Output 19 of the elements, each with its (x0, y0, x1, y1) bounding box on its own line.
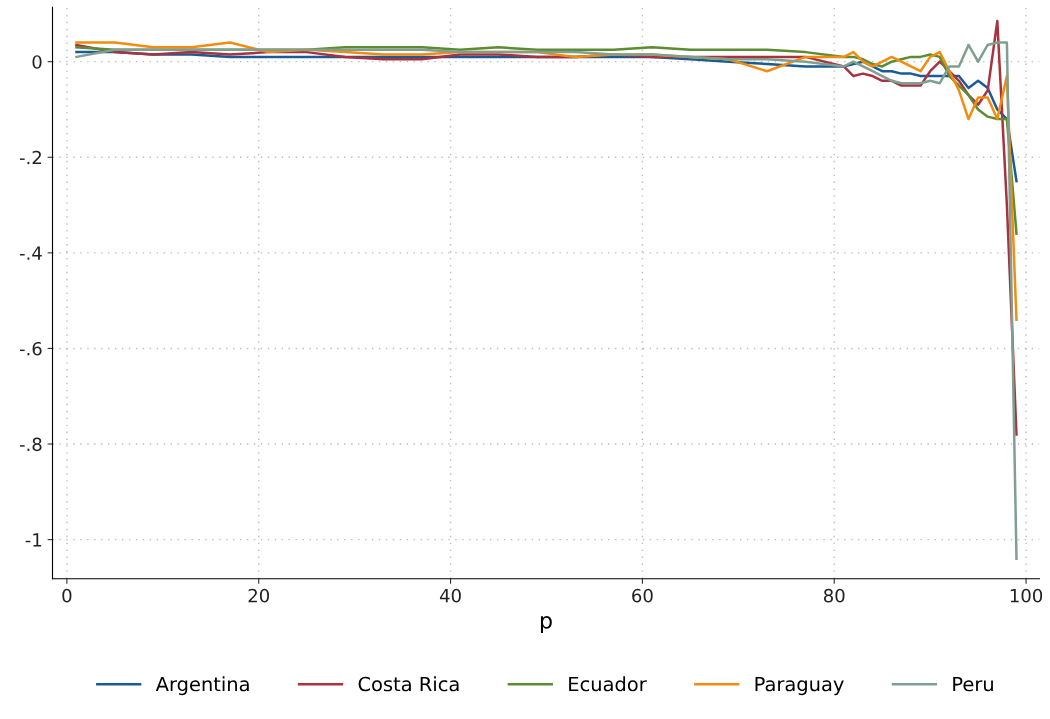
x-tick-label: 80 (823, 588, 845, 603)
x-tick-label: 20 (248, 588, 270, 603)
line-series (75, 41, 1018, 560)
legend-label: Ecuador (569, 676, 647, 692)
legend-label: Peru (953, 676, 993, 692)
legend-label: Paraguay (755, 676, 844, 696)
x-tick-label: 0 (62, 588, 72, 603)
y-tick-label: -.4 (19, 246, 42, 260)
y-tick-label: -.6 (19, 341, 42, 356)
y-tick-label: -.2 (19, 150, 41, 165)
y-tick-label: -.8 (19, 437, 42, 452)
x-tick-label: 60 (632, 588, 653, 603)
x-tick-label: 40 (439, 588, 461, 603)
y-tick-label: -1 (25, 533, 42, 547)
x-axis-title: p (540, 615, 552, 634)
y-tick-label: 0 (32, 55, 42, 69)
legend-label: Costa Rica (358, 676, 459, 692)
x-tick-label: 100 (1010, 588, 1043, 603)
legend-label: Argentina (155, 676, 249, 696)
